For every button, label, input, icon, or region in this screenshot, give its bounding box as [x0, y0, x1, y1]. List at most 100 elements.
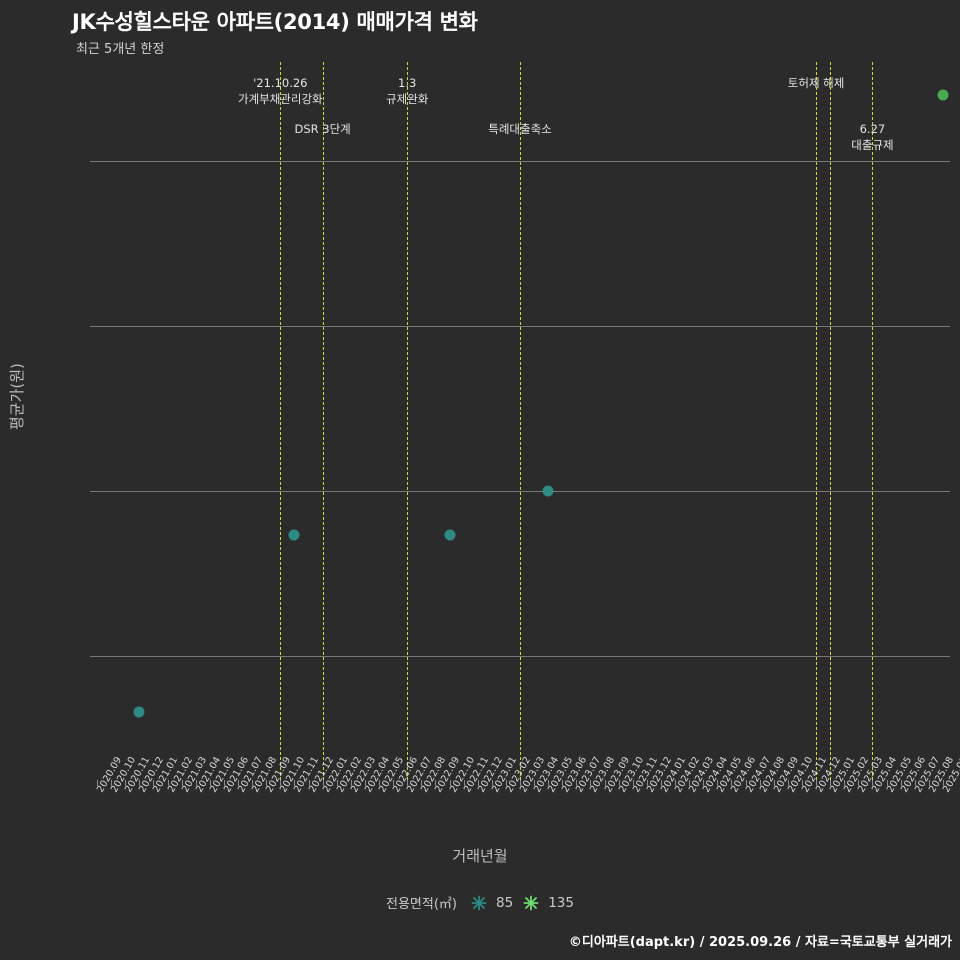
- event-annotation-name: 가계부채관리강화: [237, 91, 323, 106]
- x-axis-tick: [830, 780, 832, 786]
- legend-item-135[interactable]: 135: [522, 894, 574, 912]
- x-axis-tick: [942, 780, 944, 786]
- event-annotation: DSR 3단계: [294, 122, 350, 138]
- x-axis-tick: [153, 780, 155, 786]
- x-axis-tick: [97, 780, 99, 786]
- data-point[interactable]: [937, 89, 949, 101]
- x-axis-tick: [491, 780, 493, 786]
- x-axis-tick: [195, 780, 197, 786]
- x-axis-tick: [477, 780, 479, 786]
- x-axis-tick: [618, 780, 620, 786]
- x-axis-tick: [407, 780, 409, 786]
- x-axis-tick: [646, 780, 648, 786]
- x-axis-tick: [449, 780, 451, 786]
- event-annotation: 특례대출축소: [488, 122, 551, 138]
- x-axis-tick: [731, 780, 733, 786]
- x-axis-tick: [280, 780, 282, 786]
- x-axis-tick: [336, 780, 338, 786]
- x-axis-tick: [703, 780, 705, 786]
- x-axis-tick: [928, 780, 930, 786]
- x-axis-tick: [364, 780, 366, 786]
- data-point[interactable]: [288, 529, 300, 541]
- x-axis: 2020.09 2020.10 2020.11 2020.12 2021.01 2021.…: [90, 755, 960, 840]
- x-axis-tick: [717, 780, 719, 786]
- x-axis-tick: [660, 780, 662, 786]
- event-annotation: 6.27 대출규제: [851, 122, 893, 153]
- x-axis-tick: [111, 780, 113, 786]
- x-axis-tick: [379, 780, 381, 786]
- event-line: [816, 62, 818, 780]
- x-axis-tick: [801, 780, 803, 786]
- x-axis-tick: [816, 780, 818, 786]
- data-point[interactable]: [542, 485, 554, 497]
- event-annotation-date: 6.27: [859, 122, 886, 136]
- x-axis-tick: [350, 780, 352, 786]
- event-annotation-name: DSR 3단계: [294, 122, 351, 136]
- event-annotation-date: 1.3: [398, 76, 417, 90]
- x-axis-tick: [125, 780, 127, 786]
- legend-label-135: 135: [548, 894, 574, 911]
- star-icon: [470, 894, 488, 912]
- legend-label-85: 85: [496, 894, 514, 911]
- x-axis-tick: [886, 780, 888, 786]
- x-axis-tick: [872, 780, 874, 786]
- y-axis-title: 평균가(원): [8, 363, 26, 430]
- x-axis-tick: [604, 780, 606, 786]
- footer-credit: ©디아파트(dapt.kr) / 2025.09.26 / 자료=국토교통부 실…: [568, 935, 952, 950]
- x-axis-tick: [689, 780, 691, 786]
- data-point[interactable]: [133, 706, 145, 718]
- x-axis-tick: [463, 780, 465, 786]
- event-annotation: 1.3 규제완화: [386, 76, 428, 107]
- x-axis-tick: [322, 780, 324, 786]
- chart-subtitle: 최근 5개년 한정: [76, 42, 165, 57]
- x-axis-tick: [787, 780, 789, 786]
- x-axis-tick: [223, 780, 225, 786]
- event-annotation-date: '21.10.26: [253, 76, 308, 90]
- event-annotation-name: 대출규제: [851, 137, 894, 152]
- x-axis-tick: [548, 780, 550, 786]
- x-axis-tick: [167, 780, 169, 786]
- x-axis-tick: [238, 780, 240, 786]
- x-axis-title: 거래년월: [452, 847, 508, 865]
- event-annotation-name: 규제완화: [386, 91, 429, 106]
- x-axis-tick: [435, 780, 437, 786]
- x-axis-tick: [632, 780, 634, 786]
- x-axis-tick: [900, 780, 902, 786]
- event-line: [407, 62, 409, 780]
- x-axis-tick: [181, 780, 183, 786]
- x-axis-tick: [773, 780, 775, 786]
- x-axis-tick: [308, 780, 310, 786]
- x-axis-tick: [590, 780, 592, 786]
- x-axis-tick: [562, 780, 564, 786]
- legend: 전용면적(㎡) 85: [0, 893, 960, 913]
- x-axis-tick: [393, 780, 395, 786]
- x-axis-tick: [266, 780, 268, 786]
- x-axis-tick: [534, 780, 536, 786]
- x-axis-tick: [505, 780, 507, 786]
- x-axis-tick: [520, 780, 521, 786]
- x-axis-tick: [844, 780, 846, 786]
- event-line: [280, 62, 282, 780]
- legend-title: 전용면적(㎡): [386, 897, 457, 912]
- event-line: [322, 62, 324, 780]
- event-line: [520, 62, 521, 780]
- event-annotation: 토허제 해제: [788, 76, 845, 92]
- legend-item-85[interactable]: 85: [470, 894, 513, 912]
- event-line: [872, 62, 874, 780]
- x-axis-tick: [294, 780, 296, 786]
- event-annotation-name: 특례대출축소: [488, 122, 552, 136]
- x-axis-tick: [209, 780, 211, 786]
- event-annotation-name: 토허제 해제: [787, 76, 845, 90]
- x-axis-tick: [576, 780, 578, 786]
- chart-title: JK수성힐스타운 아파트(2014) 매매가격 변화: [72, 10, 478, 34]
- data-point[interactable]: [444, 529, 455, 541]
- x-axis-tick: [139, 780, 141, 786]
- x-axis-tick: [675, 780, 677, 786]
- x-axis-tick: [858, 780, 860, 786]
- x-axis-tick: [252, 780, 254, 786]
- x-axis-tick: [759, 780, 761, 786]
- star-icon: [522, 894, 540, 912]
- x-axis-tick: [421, 780, 423, 786]
- x-axis-tick: [745, 780, 747, 786]
